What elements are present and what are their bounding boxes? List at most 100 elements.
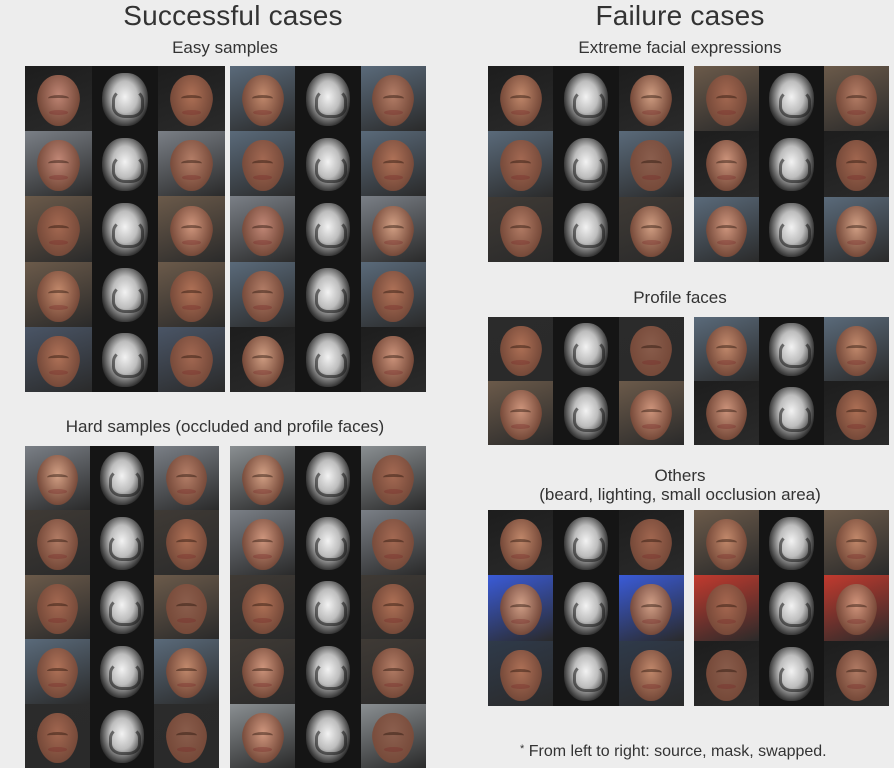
- source-face-image: [25, 261, 92, 327]
- mask-face-image: [295, 703, 361, 768]
- swapped-face-image: [360, 510, 426, 575]
- source-face-image: [488, 575, 554, 641]
- source-face-image: [230, 510, 296, 575]
- swapped-face-image: [158, 326, 225, 392]
- swapped-face-image: [158, 196, 225, 262]
- source-face-image: [488, 640, 554, 706]
- hard-samples-label: Hard samples (occluded and profile faces…: [65, 417, 385, 436]
- mask-face-image: [553, 131, 619, 197]
- swapped-face-image: [360, 261, 426, 327]
- source-face-image: [25, 510, 90, 575]
- swapped-face-image: [158, 131, 225, 197]
- mask-face-image: [295, 66, 361, 132]
- source-face-image: [488, 196, 554, 262]
- source-face-image: [25, 326, 92, 392]
- swapped-face-image: [618, 510, 684, 576]
- easy-samples-grid-right: [230, 66, 426, 392]
- footnote: * From left to right: source, mask, swap…: [520, 743, 827, 761]
- source-face-image: [230, 446, 296, 511]
- mask-face-image: [553, 640, 619, 706]
- swapped-face-image: [618, 196, 684, 262]
- swapped-face-image: [618, 317, 684, 381]
- others-sublabel: (beard, lighting, small occlusion area): [539, 485, 821, 504]
- mask-face-image: [553, 66, 619, 132]
- source-face-image: [694, 196, 759, 262]
- hard-samples-grid-left: [25, 446, 219, 768]
- swapped-face-image: [824, 381, 889, 445]
- profile-faces-label: Profile faces: [633, 288, 727, 307]
- others-grid-right: [694, 510, 889, 706]
- swapped-face-image: [824, 640, 889, 706]
- source-face-image: [230, 261, 296, 327]
- profile-faces-grid-left: [488, 317, 684, 445]
- mask-face-image: [295, 639, 361, 704]
- swapped-face-image: [360, 574, 426, 640]
- swapped-face-image: [360, 66, 426, 132]
- hard-samples-grid-right: [230, 446, 426, 768]
- source-face-image: [694, 510, 759, 576]
- swapped-face-image: [154, 510, 219, 575]
- source-face-image: [488, 66, 554, 132]
- mask-face-image: [553, 510, 619, 576]
- swapped-face-image: [158, 261, 225, 327]
- mask-face-image: [553, 317, 619, 381]
- mask-face-image: [553, 381, 619, 445]
- mask-face-image: [759, 196, 824, 262]
- swapped-face-image: [824, 131, 889, 197]
- swapped-face-image: [154, 639, 219, 704]
- source-face-image: [694, 640, 759, 706]
- swapped-face-image: [360, 446, 426, 511]
- mask-face-image: [89, 510, 155, 575]
- source-face-image: [25, 574, 90, 640]
- extreme-expressions-label: Extreme facial expressions: [578, 38, 782, 57]
- mask-face-image: [759, 317, 824, 381]
- footnote-marker: *: [520, 743, 525, 755]
- swapped-face-image: [154, 703, 219, 768]
- extreme-expressions-grid-right: [694, 66, 889, 262]
- mask-face-image: [91, 326, 159, 392]
- swapped-face-image: [360, 703, 426, 768]
- mask-face-image: [91, 261, 159, 327]
- easy-samples-grid-left: [25, 66, 225, 392]
- swapped-face-image: [824, 317, 889, 381]
- swapped-face-image: [154, 446, 219, 511]
- source-face-image: [694, 575, 759, 641]
- mask-face-image: [91, 66, 159, 132]
- source-face-image: [488, 510, 554, 576]
- mask-face-image: [91, 196, 159, 262]
- swapped-face-image: [824, 510, 889, 576]
- source-face-image: [25, 703, 90, 768]
- source-face-image: [230, 574, 296, 640]
- source-face-image: [488, 317, 554, 381]
- source-face-image: [25, 131, 92, 197]
- swapped-face-image: [158, 66, 225, 132]
- mask-face-image: [89, 703, 155, 768]
- mask-face-image: [295, 131, 361, 197]
- source-face-image: [694, 131, 759, 197]
- source-face-image: [230, 639, 296, 704]
- swapped-face-image: [618, 381, 684, 445]
- profile-faces-grid-right: [694, 317, 889, 445]
- footnote-text: From left to right: source, mask, swappe…: [528, 743, 827, 760]
- source-face-image: [230, 66, 296, 132]
- source-face-image: [25, 66, 92, 132]
- swapped-face-image: [618, 131, 684, 197]
- swapped-face-image: [154, 574, 219, 640]
- source-face-image: [694, 66, 759, 132]
- swapped-face-image: [360, 196, 426, 262]
- source-face-image: [230, 131, 296, 197]
- swapped-face-image: [618, 575, 684, 641]
- mask-face-image: [759, 575, 824, 641]
- source-face-image: [488, 131, 554, 197]
- mask-face-image: [759, 510, 824, 576]
- source-face-image: [230, 196, 296, 262]
- source-face-image: [25, 639, 90, 704]
- swapped-face-image: [824, 196, 889, 262]
- swapped-face-image: [824, 575, 889, 641]
- swapped-face-image: [360, 326, 426, 392]
- swapped-face-image: [824, 66, 889, 132]
- mask-face-image: [295, 446, 361, 511]
- source-face-image: [230, 326, 296, 392]
- extreme-expressions-grid-left: [488, 66, 684, 262]
- others-label: Others: [654, 466, 706, 485]
